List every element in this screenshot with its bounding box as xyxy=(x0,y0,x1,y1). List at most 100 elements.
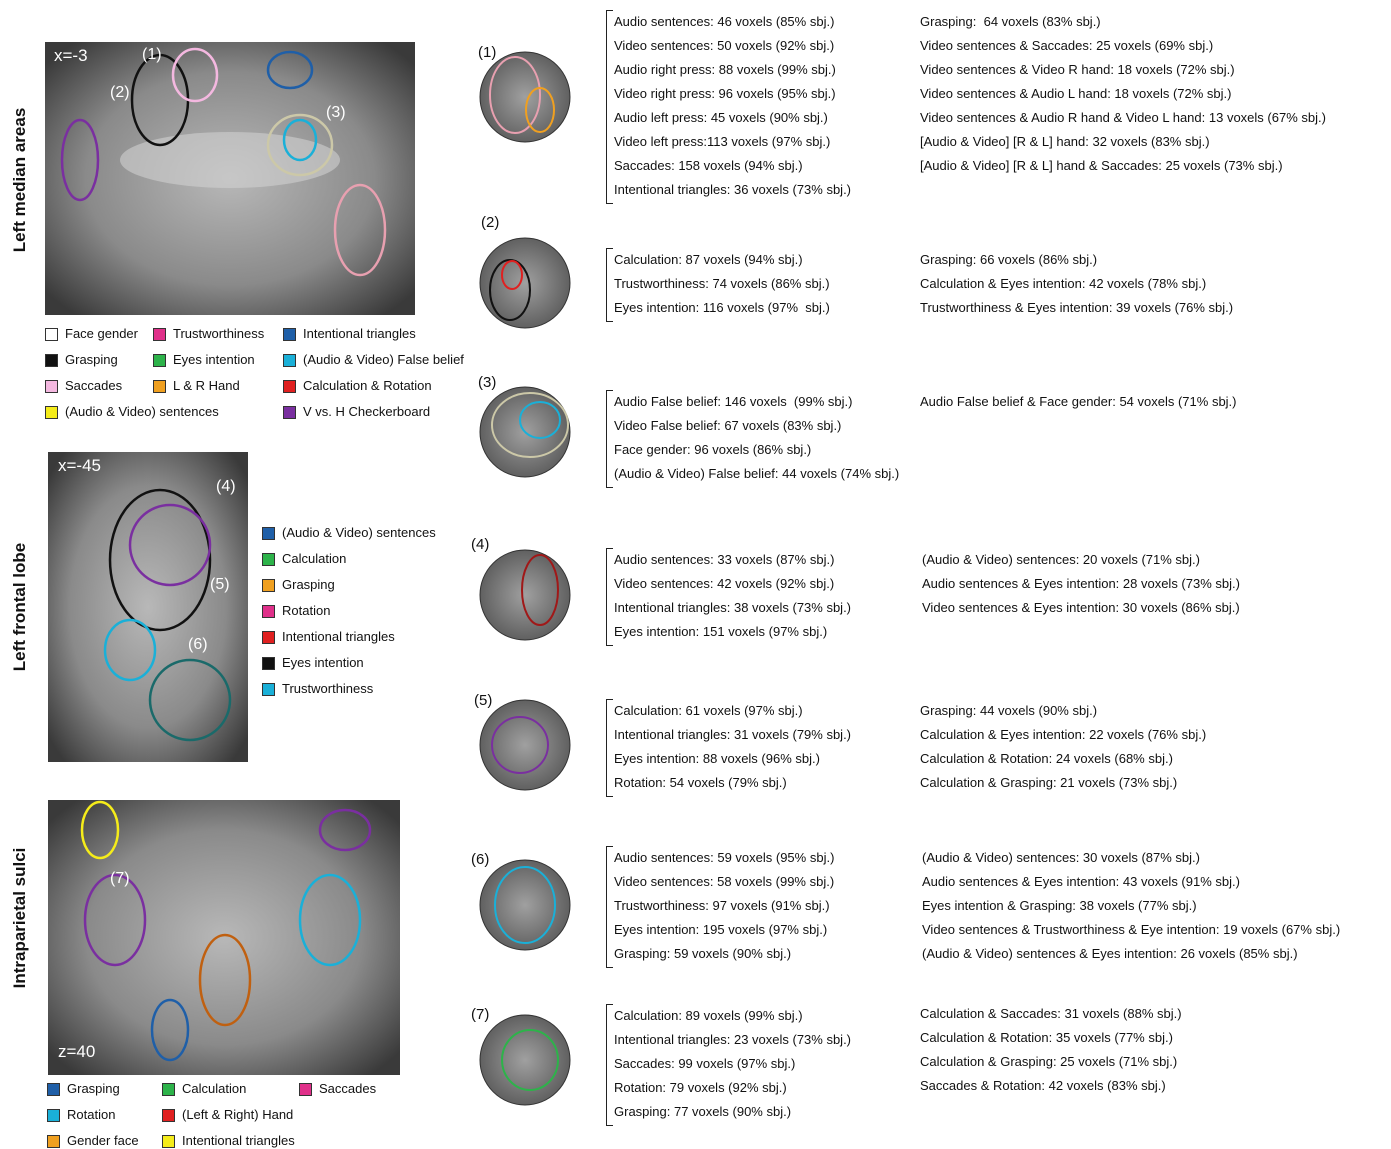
legend-swatch xyxy=(262,683,275,696)
contour xyxy=(198,933,252,1027)
region-stat: Audio left press: 45 voxels (90% sbj.) xyxy=(614,110,828,125)
overlap-stat: Video sentences & Trustworthiness & Eye … xyxy=(922,922,1341,937)
contour xyxy=(60,118,100,202)
legend-swatch xyxy=(283,328,296,341)
bracket xyxy=(606,846,613,968)
legend-label: Intentional triangles xyxy=(182,1133,295,1148)
overlap-stat: Grasping: 66 voxels (86% sbj.) xyxy=(920,252,1098,267)
legend-swatch xyxy=(283,354,296,367)
legend-swatch xyxy=(262,605,275,618)
region-stat: Eyes intention: 116 voxels (97% sbj.) xyxy=(614,300,830,315)
overlap-stat: Saccades & Rotation: 42 voxels (83% sbj.… xyxy=(920,1078,1166,1093)
overlap-stat: Grasping: 64 voxels (83% sbj.) xyxy=(920,14,1101,29)
contour xyxy=(318,808,372,852)
legend-label: L & R Hand xyxy=(173,378,240,393)
region-label: (2) xyxy=(481,214,500,231)
region-marker: (5) xyxy=(210,576,230,593)
region-stat: Intentional triangles: 38 voxels (73% sb… xyxy=(614,600,852,615)
overlap-stat: Calculation & Rotation: 35 voxels (77% s… xyxy=(920,1030,1173,1045)
legend-label: Calculation & Rotation xyxy=(303,378,432,393)
region-stat: Trustworthiness: 97 voxels (91% sbj.) xyxy=(614,898,830,913)
legend-swatch xyxy=(283,380,296,393)
overlap-stat: Audio sentences & Eyes intention: 43 vox… xyxy=(922,874,1240,889)
bracket xyxy=(606,248,613,322)
contour xyxy=(171,47,219,103)
panel-label: Left median areas xyxy=(10,107,29,253)
legend-label: Grasping xyxy=(65,352,118,367)
region-marker: (4) xyxy=(216,478,236,495)
legend-swatch xyxy=(45,328,58,341)
legend-label: Saccades xyxy=(65,378,123,393)
region-label: (5) xyxy=(474,692,493,709)
contour xyxy=(266,50,314,90)
region-stat: Video right press: 96 voxels (95% sbj.) xyxy=(614,86,836,101)
contour xyxy=(491,392,569,458)
overlap-stat: Calculation & Rotation: 24 voxels (68% s… xyxy=(920,751,1173,766)
legend-label: Intentional triangles xyxy=(303,326,416,341)
contour xyxy=(519,401,561,439)
overlap-stat: Calculation & Grasping: 21 voxels (73% s… xyxy=(920,775,1178,790)
legend-swatch xyxy=(262,657,275,670)
legend-label: Calculation xyxy=(182,1081,247,1096)
region-stat: Eyes intention: 195 voxels (97% sbj.) xyxy=(614,922,828,937)
region-stat: Audio right press: 88 voxels (99% sbj.) xyxy=(614,62,836,77)
legend-swatch xyxy=(283,406,296,419)
zoom xyxy=(479,1014,571,1106)
region-stat: Grasping: 77 voxels (90% sbj.) xyxy=(614,1104,792,1119)
region-stat: Rotation: 54 voxels (79% sbj.) xyxy=(614,775,787,790)
overlap-stat: Audio False belief & Face gender: 54 vox… xyxy=(920,394,1237,409)
region-stat: Audio sentences: 46 voxels (85% sbj.) xyxy=(614,14,835,29)
legend-swatch xyxy=(262,631,275,644)
legend-swatch xyxy=(162,1109,175,1122)
region-stat: Video left press:113 voxels (97% sbj.) xyxy=(614,134,831,149)
region-stat: Intentional triangles: 36 voxels (73% sb… xyxy=(614,182,852,197)
legend-label: Grasping xyxy=(282,577,335,592)
overlap-stat: (Audio & Video) sentences: 30 voxels (87… xyxy=(922,850,1200,865)
legend-swatch xyxy=(45,406,58,419)
legend-label: Trustworthiness xyxy=(173,326,265,341)
legend-label: (Audio & Video) sentences xyxy=(65,404,219,419)
region-label: (1) xyxy=(478,44,497,61)
frontal-slice xyxy=(48,452,248,762)
overlap-stat: Trustworthiness & Eyes intention: 39 vox… xyxy=(920,300,1234,315)
panel-label: Intraparietal sulci xyxy=(10,847,29,989)
region-marker: (6) xyxy=(188,636,208,653)
legend-swatch xyxy=(262,579,275,592)
zoom xyxy=(479,51,571,143)
contour xyxy=(128,503,212,587)
region-stat: Video sentences: 42 voxels (92% sbj.) xyxy=(614,576,835,591)
region-stat: Face gender: 96 voxels (86% sbj.) xyxy=(614,442,812,457)
overlap-stat: Audio sentences & Eyes intention: 28 vox… xyxy=(922,576,1240,591)
region-stat: Audio False belief: 146 voxels (99% sbj.… xyxy=(614,394,853,409)
overlap-stat: Eyes intention & Grasping: 38 voxels (77… xyxy=(922,898,1197,913)
legend-label: V vs. H Checkerboard xyxy=(303,404,431,419)
corpus-callosum xyxy=(120,132,340,188)
legend-label: Eyes intention xyxy=(173,352,255,367)
region-marker: (2) xyxy=(110,84,130,101)
region-stat: Video sentences: 50 voxels (92% sbj.) xyxy=(614,38,835,53)
bracket xyxy=(606,1004,613,1126)
region-stat: Rotation: 79 voxels (92% sbj.) xyxy=(614,1080,787,1095)
zoom xyxy=(479,859,571,951)
legend-label: (Audio & Video) False belief xyxy=(303,352,464,367)
zoom xyxy=(479,549,571,641)
legend-label: Intentional triangles xyxy=(282,629,395,644)
contour xyxy=(150,998,190,1062)
bracket xyxy=(606,699,613,797)
region-stat: Intentional triangles: 23 voxels (73% sb… xyxy=(614,1032,852,1047)
overlap-stat: Calculation & Eyes intention: 42 voxels … xyxy=(920,276,1207,291)
contour xyxy=(266,113,334,177)
legend-swatch xyxy=(299,1083,312,1096)
legend-swatch xyxy=(162,1083,175,1096)
bracket xyxy=(606,390,613,488)
overlap-stat: Video sentences & Audio L hand: 18 voxel… xyxy=(920,86,1232,101)
contour xyxy=(282,118,318,162)
legend-swatch xyxy=(262,527,275,540)
legend-label: Rotation xyxy=(67,1107,116,1122)
region-stat: Audio sentences: 59 voxels (95% sbj.) xyxy=(614,850,835,865)
legend-label: (Audio & Video) sentences xyxy=(282,525,436,540)
legend-swatch xyxy=(47,1083,60,1096)
contour xyxy=(489,56,541,134)
